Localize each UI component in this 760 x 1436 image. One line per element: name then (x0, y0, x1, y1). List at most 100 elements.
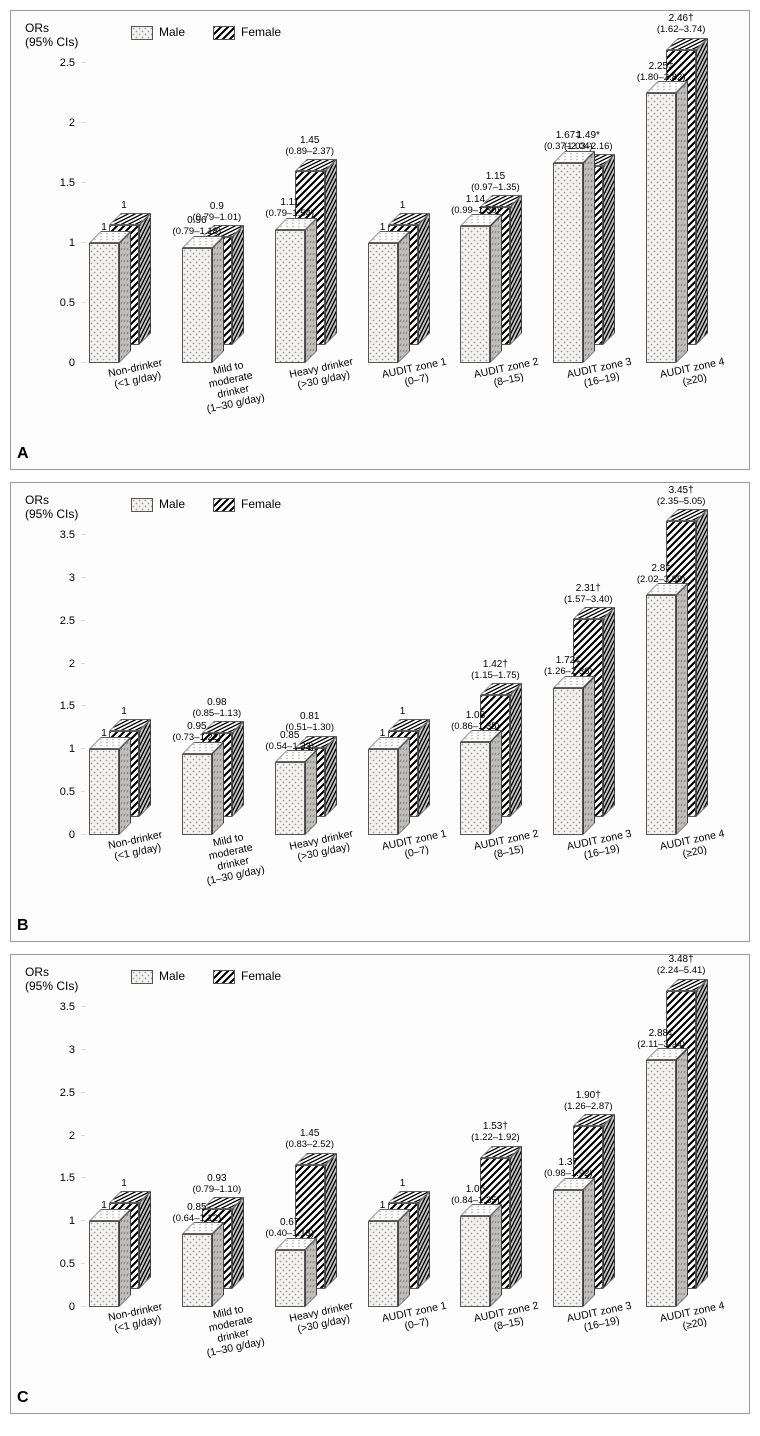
legend-swatch-male (131, 970, 153, 984)
legend-swatch-female (213, 498, 235, 512)
bar-value-label: 1 (101, 1200, 107, 1211)
plot-area: 00.511.522.511Non-drinker(<1 g/day)0.9(0… (81, 63, 731, 363)
bar-value-label: 1 (121, 200, 127, 211)
bar-value-label: 1 (121, 706, 127, 717)
y-tick-label: 3 (35, 1044, 75, 1056)
bar-value-label: 0.96(0.79–1.18) (173, 215, 222, 237)
y-tick-label: 1 (35, 1215, 75, 1227)
y-tick-label: 1.5 (35, 177, 75, 189)
male-bar: 2.25‡(1.80–2.82) (646, 93, 676, 363)
bar-value-label: 1 (101, 728, 107, 739)
male-bar: 0.67(0.40–1.13) (275, 1250, 305, 1307)
y-tick-label: 3.5 (35, 1001, 75, 1013)
bar-value-label: 1 (121, 1178, 127, 1189)
bar-value-label: 3.45†(2.35–5.05) (657, 485, 706, 507)
plot-area: 00.511.522.533.511Non-drinker(<1 g/day)0… (81, 1007, 731, 1307)
panel-letter: A (17, 445, 29, 463)
y-tick-label: 2.5 (35, 615, 75, 627)
bar-value-label: 1.72‡(1.26–2.36) (544, 655, 593, 677)
y-tick-label: 1 (35, 237, 75, 249)
bar-value-label: 0.98(0.85–1.13) (193, 697, 242, 719)
y-tick-label: 3 (35, 572, 75, 584)
bar-value-label: 0.85(0.54–1.33) (265, 730, 314, 752)
bar-value-label: 0.67(0.40–1.13) (265, 1217, 314, 1239)
bar-value-label: 3.48†(2.24–5.41) (657, 954, 706, 976)
male-bar: 1.72‡(1.26–2.36) (553, 688, 583, 835)
male-bar: 1 (368, 749, 398, 835)
male-bar: 1.67‡(0.37–2.04) (553, 163, 583, 363)
bar-value-label: 1.11(0.79–1.54) (265, 197, 314, 219)
bar-value-label: 2.88‡(2.11–3.94) (637, 1028, 685, 1050)
male-bar: 1.37(0.98–1.92) (553, 1190, 583, 1307)
y-tick-label: 1.5 (35, 1172, 75, 1184)
legend-male: Male (131, 969, 185, 984)
y-tick-label: 0 (35, 357, 75, 369)
legend-female: Female (213, 25, 281, 40)
male-bar: 1 (368, 243, 398, 363)
bar-value-label: 1.42†(1.15–1.75) (471, 659, 520, 681)
male-bar: 1.14(0.99–1.30) (460, 226, 490, 363)
legend-male: Male (131, 497, 185, 512)
y-tick-label: 0.5 (35, 786, 75, 798)
y-tick-label: 0.5 (35, 297, 75, 309)
y-axis-title: ORs(95% CIs) (25, 965, 78, 994)
bar-value-label: 1.08(0.86–1.35) (451, 710, 500, 732)
bars-layer: 11Non-drinker(<1 g/day)0.9(0.79–1.01)0.9… (81, 63, 731, 363)
panel-letter: C (17, 1389, 29, 1407)
bar-value-label: 1.45(0.89–2.37) (285, 135, 334, 157)
male-bar: 2.88‡(2.11–3.94) (646, 1060, 676, 1307)
bar-value-label: 1.14(0.99–1.30) (451, 194, 500, 216)
bar-value-label: 1.45(0.83–2.52) (285, 1128, 334, 1150)
bar-value-label: 0.85(0.64–1.12) (173, 1202, 222, 1224)
y-tick-label: 0.5 (35, 1258, 75, 1270)
male-bar: 1 (89, 749, 119, 835)
y-tick-label: 2 (35, 1130, 75, 1142)
legend-swatch-male (131, 26, 153, 40)
y-tick-label: 1.5 (35, 700, 75, 712)
male-bar: 1.08(0.86–1.35) (460, 742, 490, 835)
legend-label-female: Female (241, 969, 281, 983)
bar-value-label: 1.67‡(0.37–2.04) (544, 130, 593, 152)
legend: MaleFemale (131, 497, 281, 512)
y-tick-label: 1 (35, 743, 75, 755)
y-tick-label: 0 (35, 1301, 75, 1313)
male-bar: 1.06(0.84–1.35) (460, 1216, 490, 1307)
chart-panel-C: ORs(95% CIs)MaleFemale00.511.522.533.511… (10, 954, 750, 1414)
y-tick-label: 2 (35, 117, 75, 129)
male-bar: 1.11(0.79–1.54) (275, 230, 305, 363)
male-bar: 0.96(0.79–1.18) (182, 248, 212, 363)
bar-value-label: 1.53†(1.22–1.92) (471, 1121, 520, 1143)
bar-value-label: 1.90†(1.26–2.87) (564, 1090, 613, 1112)
legend-label-female: Female (241, 25, 281, 39)
bar-value-label: 2.25‡(1.80–2.82) (637, 61, 686, 83)
legend-swatch-female (213, 970, 235, 984)
male-bar: 0.85(0.64–1.12) (182, 1234, 212, 1307)
male-bar: 1 (89, 243, 119, 363)
bars-layer: 11Non-drinker(<1 g/day)0.93(0.79–1.10)0.… (81, 1007, 731, 1307)
bar-value-label: 2.8‡(2.02–3.89) (637, 563, 686, 585)
legend-label-male: Male (159, 25, 185, 39)
male-bar: 0.95(0.73–1.22) (182, 754, 212, 835)
plot-area: 00.511.522.533.511Non-drinker(<1 g/day)0… (81, 535, 731, 835)
y-tick-label: 3.5 (35, 529, 75, 541)
y-axis-title: ORs(95% CIs) (25, 21, 78, 50)
bar-value-label: 1 (400, 200, 406, 211)
legend: Male Female (131, 25, 281, 40)
bar-value-label: 1 (380, 728, 386, 739)
male-bar: 0.85(0.54–1.33) (275, 762, 305, 835)
chart-panel-B: ORs(95% CIs)MaleFemale00.511.522.533.511… (10, 482, 750, 942)
y-tick-label: 2.5 (35, 1087, 75, 1099)
bars-layer: 11Non-drinker(<1 g/day)0.98(0.85–1.13)0.… (81, 535, 731, 835)
legend-swatch-male (131, 498, 153, 512)
bar-value-label: 2.31†(1.57–3.40) (564, 583, 613, 605)
chart-panel-A: ORs(95% CIs)MaleFemale00.511.522.511Non-… (10, 10, 750, 470)
y-axis-title: ORs(95% CIs) (25, 493, 78, 522)
y-tick-label: 2 (35, 658, 75, 670)
y-tick-label: 0 (35, 829, 75, 841)
bar-value-label: 1 (380, 222, 386, 233)
male-bar: 1 (368, 1221, 398, 1307)
y-tick-label: 2.5 (35, 57, 75, 69)
bar-value-label: 1 (400, 1178, 406, 1189)
bar-value-label: 0.95(0.73–1.22) (173, 721, 222, 743)
legend-male: Male (131, 25, 185, 40)
